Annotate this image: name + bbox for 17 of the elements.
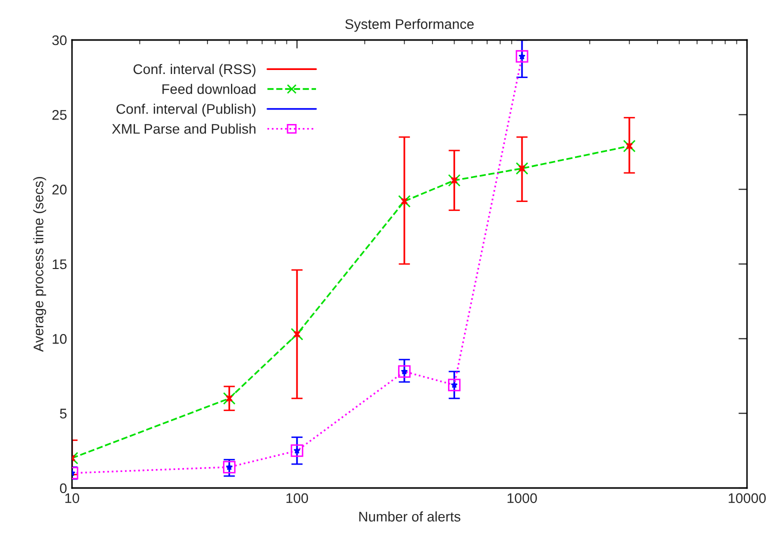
y-axis-title: Average process time (secs) bbox=[33, 176, 46, 352]
x-tick-label: 1000 bbox=[508, 493, 537, 504]
legend-label: Feed download bbox=[162, 84, 256, 94]
y-tick-label: 20 bbox=[52, 184, 67, 195]
y-tick-label: 25 bbox=[52, 110, 67, 120]
x-tick-label: 100 bbox=[286, 493, 308, 504]
y-tick-label: 0 bbox=[60, 483, 67, 494]
y-tick-label: 15 bbox=[52, 259, 67, 270]
y-tick-label: 30 bbox=[52, 35, 67, 46]
y-tick-label: 5 bbox=[60, 408, 67, 419]
chart-title: System Performance bbox=[345, 18, 474, 32]
legend-label: Conf. interval (RSS) bbox=[134, 64, 256, 77]
x-axis-title: Number of alerts bbox=[359, 511, 460, 522]
y-tick-label: 10 bbox=[52, 334, 67, 344]
legend-label: XML Parse and Publish bbox=[112, 124, 256, 134]
legend-label: Conf. interval (Publish) bbox=[116, 104, 256, 117]
x-tick-label: 10000 bbox=[728, 493, 766, 504]
